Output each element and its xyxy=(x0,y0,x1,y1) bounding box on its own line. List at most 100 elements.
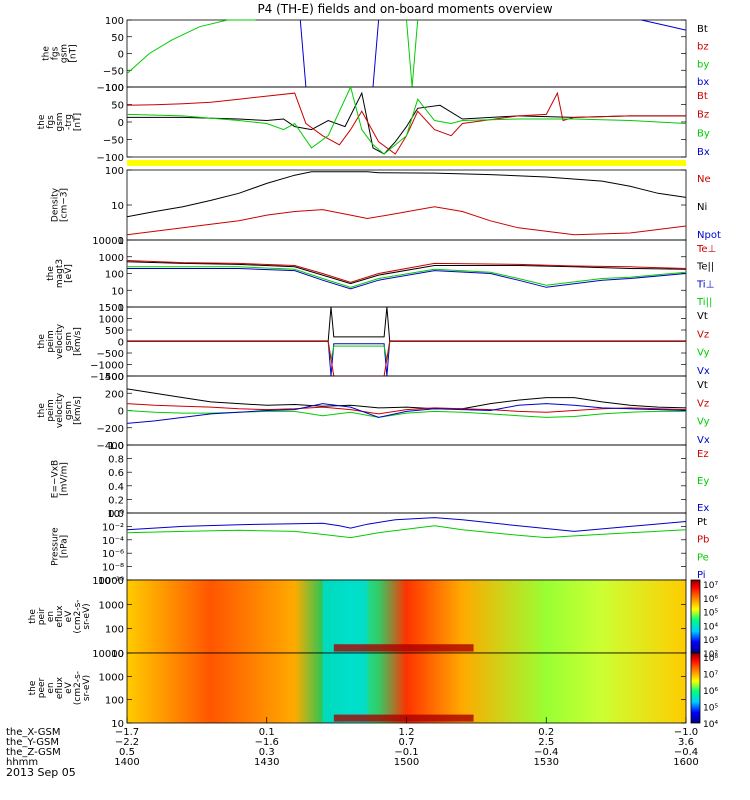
y-tick-label: 10 xyxy=(111,719,124,730)
x-tick-label: 1.2 xyxy=(399,727,415,738)
heatmap-band xyxy=(322,653,368,723)
figure-title: P4 (TH-E) fields and on-board moments ov… xyxy=(257,2,552,16)
y-tick-label: 100 xyxy=(105,166,124,177)
legend-item: Vx xyxy=(697,366,710,377)
y-axis-label: peer xyxy=(37,677,47,698)
x-row-label: the_X-GSM xyxy=(6,727,60,738)
y-axis-label: [nT] xyxy=(73,113,83,131)
series-Vt xyxy=(127,306,686,342)
x-tick-label: 0.5 xyxy=(119,747,135,758)
y-tick-label: 100 xyxy=(105,270,124,281)
y-axis-label: [nT] xyxy=(69,44,79,62)
y-axis-label: E=−VxB xyxy=(51,460,61,498)
figure-date: 2013 Sep 05 xyxy=(6,766,76,779)
legend-item: Pt xyxy=(697,517,707,528)
x-tick-label: 0.3 xyxy=(259,747,275,758)
y-axis-label: magt3 xyxy=(55,259,65,288)
colorbar-tick: 10⁷ xyxy=(703,581,718,591)
x-tick-label: 1430 xyxy=(254,757,279,768)
legend-item: Bz xyxy=(697,110,709,121)
series-Pt xyxy=(126,517,687,532)
legend-item: Te|| xyxy=(696,262,714,273)
legend-item: Pe xyxy=(697,552,709,563)
y-tick-label: 10000 xyxy=(92,649,124,660)
series-Vz xyxy=(126,403,687,415)
x-tick-label: 1500 xyxy=(394,757,419,768)
y-axis-label: en xyxy=(46,682,56,693)
series-Ti|| xyxy=(127,266,687,288)
y-axis-label: peir xyxy=(37,607,47,625)
heatmap-band-low xyxy=(333,644,474,652)
y-tick-label: 10000 xyxy=(92,236,124,247)
y-axis-label: eV xyxy=(64,681,74,694)
y-axis-label: the xyxy=(28,609,38,624)
legend-item: Vt xyxy=(697,380,708,391)
heatmap-peir-eflux xyxy=(127,580,686,653)
y-tick-label: 100 xyxy=(105,83,124,94)
legend-item: Ex xyxy=(697,503,709,514)
legend-item: Ne xyxy=(697,174,711,185)
x-tick-label: −1.6 xyxy=(255,737,279,748)
x-axis-labels: the_X-GSMthe_Y-GSMthe_Z-GSMhhmm−1.7−2.20… xyxy=(6,717,699,768)
panel-peer-eflux: 10⁸ 10⁷ 10⁶ 10⁵ 10⁴ 10000 1000 100 10 the peer en ef… xyxy=(28,649,718,730)
legend-item: Te⊥ xyxy=(696,244,716,255)
y-axis-label: eflux xyxy=(55,676,65,699)
legend-item: Ni xyxy=(697,202,707,213)
y-tick-label: 200 xyxy=(105,389,124,400)
y-tick-label: 10000 xyxy=(92,576,124,587)
colorbar-tick: 10⁵ xyxy=(703,704,718,714)
y-tick-label: 10⁻⁴ xyxy=(102,536,124,547)
y-axis-label: -trg xyxy=(64,114,74,130)
x-tick-label: 0.2 xyxy=(538,727,554,738)
series-By xyxy=(126,85,687,155)
y-tick-label: 0.2 xyxy=(108,495,124,506)
legend-item: Vy xyxy=(697,417,710,428)
x-row-label: hhmm xyxy=(6,757,38,768)
legend-item: Ez xyxy=(697,449,709,460)
y-axis-label: the xyxy=(42,46,52,61)
x-tick-label: −2.2 xyxy=(115,737,139,748)
panel-temperature: 10000 1000 100 10 1 the magt3 [eV] Te⊥ Te|| Ti⊥ Ti|… xyxy=(46,236,716,314)
y-tick-label: 0 xyxy=(118,338,124,349)
series-Bt xyxy=(127,91,686,155)
legend-item: Pb xyxy=(697,535,709,546)
y-axis-label: (cm2-s- xyxy=(73,671,83,705)
colorbar-peir-eflux xyxy=(690,579,701,654)
legend-item: bx xyxy=(697,77,709,88)
legend-item: Vx xyxy=(697,435,710,446)
y-tick-label: 10⁻⁶ xyxy=(102,549,124,560)
y-axis-label: [mV/m] xyxy=(60,462,70,496)
quality-flag-bar xyxy=(127,160,686,166)
y-axis-label: (cm2-s- xyxy=(73,599,83,633)
y-tick-label: 0 xyxy=(118,118,124,129)
y-axis-label: the xyxy=(37,334,47,349)
y-axis-label: velocity xyxy=(55,323,65,359)
colorbar-tick: 10⁸ xyxy=(703,654,718,664)
y-axis-label: en xyxy=(46,611,56,622)
y-tick-label: 1000 xyxy=(99,672,124,683)
legend-item: Vz xyxy=(697,398,709,409)
colorbar-tick: 10⁴ xyxy=(703,622,718,632)
colorbar-peer-eflux xyxy=(690,652,701,724)
x-tick-label: 2.5 xyxy=(538,737,554,748)
y-axis-label: peim xyxy=(46,330,56,353)
y-tick-label: 1.0 xyxy=(108,441,124,452)
x-tick-label: −1.7 xyxy=(115,727,139,738)
y-tick-label: 0.0 xyxy=(108,509,124,520)
y-tick-label: 10⁻¹⁰ xyxy=(98,576,124,587)
legend-item: bz xyxy=(697,42,709,53)
colorbar-tick: 10⁶ xyxy=(703,595,718,605)
y-tick-label: 10⁻² xyxy=(102,522,124,533)
y-axis-label: [eV] xyxy=(64,264,74,283)
colorbar-tick: 10⁷ xyxy=(703,671,718,681)
y-tick-label: 50 xyxy=(111,101,124,112)
heatmap-peer-eflux xyxy=(127,653,686,723)
panel-fgs-2: 100 50 0 −50 −100 the fgs gsm -trg [nT] Bt Bz By Bx xyxy=(37,83,710,164)
y-tick-label: 0 xyxy=(118,407,124,418)
y-axis-label: eflux xyxy=(55,605,65,628)
legend-item: Vt xyxy=(697,311,708,322)
series-Ni xyxy=(126,171,687,218)
